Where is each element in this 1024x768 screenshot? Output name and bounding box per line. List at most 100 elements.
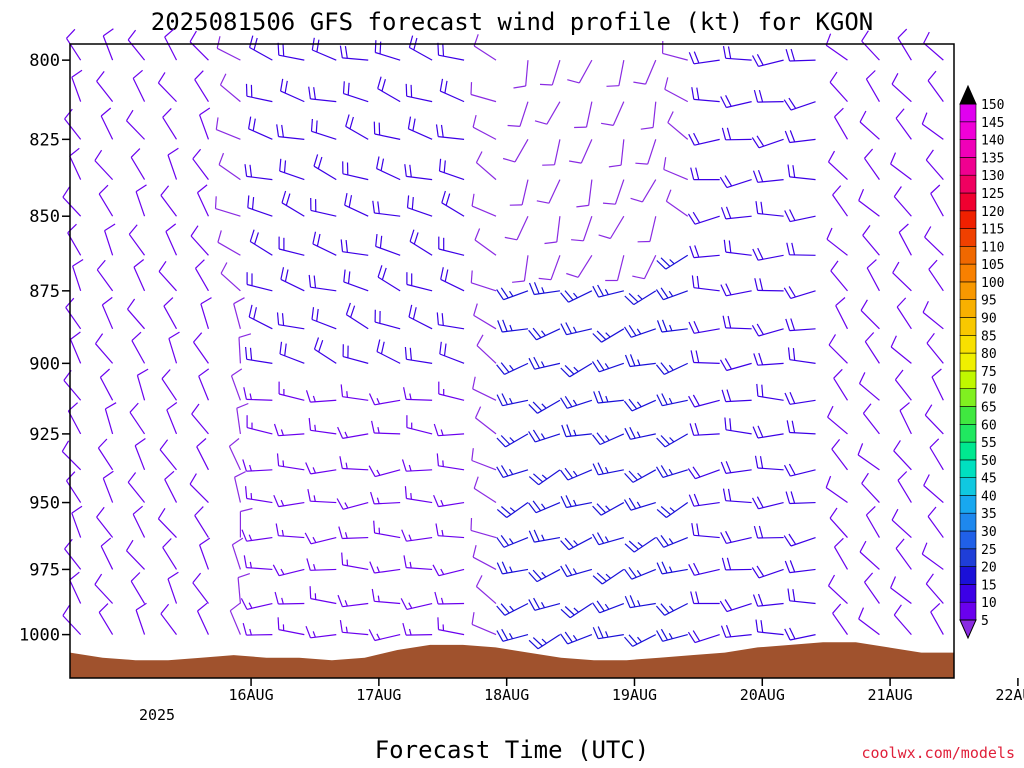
wind-barb [536, 179, 561, 204]
wind-barb [751, 135, 784, 149]
wind-barb [721, 557, 752, 571]
wind-barb [925, 149, 944, 181]
wind-barb [922, 300, 944, 330]
wind-barb [470, 82, 497, 103]
colorbar-label: 65 [981, 401, 997, 416]
wind-barb [339, 620, 369, 636]
wind-barb [100, 537, 114, 570]
wind-barb [406, 195, 433, 217]
wind-barb [273, 423, 305, 437]
colorbar-swatch [959, 423, 977, 443]
wind-barb [720, 461, 752, 474]
wind-barb [237, 573, 250, 604]
wind-barb [691, 523, 720, 539]
wind-barb [865, 70, 880, 102]
wind-barb [592, 284, 624, 298]
wind-barb [752, 169, 784, 183]
wind-barb [127, 29, 146, 61]
wind-barb [95, 333, 114, 364]
wind-barb [434, 591, 465, 605]
wind-barb [721, 127, 752, 141]
wind-barb [244, 164, 273, 181]
wind-barb [624, 537, 657, 553]
wind-barb [231, 537, 244, 570]
wind-barb [438, 236, 465, 256]
colorbar-swatch [959, 334, 977, 354]
wind-barb [435, 124, 465, 140]
wind-barb [720, 283, 752, 297]
wind-barb [432, 564, 465, 577]
wind-barb [496, 362, 529, 375]
wind-barb [373, 520, 401, 539]
wind-barb [371, 588, 401, 605]
wind-barb [404, 346, 433, 364]
colorbar-swatch [959, 388, 977, 407]
wind-barb [97, 438, 114, 471]
wind-barb [218, 152, 241, 181]
wind-barb [71, 505, 83, 538]
wind-barb [249, 229, 273, 256]
wind-barb [608, 139, 625, 168]
wind-barb [751, 565, 784, 579]
wind-barb [542, 139, 561, 166]
colorbar-swatch [959, 548, 977, 567]
wind-barb [528, 469, 561, 486]
wind-barb [474, 406, 497, 435]
wind-barb [667, 111, 689, 140]
wind-barb [63, 370, 82, 401]
wind-barb [630, 179, 657, 203]
wind-barb [69, 147, 82, 180]
y-tick-label: 900 [29, 354, 60, 374]
wind-barb [99, 368, 114, 401]
wind-barb [640, 101, 657, 130]
wind-barb [470, 517, 497, 539]
wind-barb [496, 502, 529, 518]
chart-title: 2025081506 GFS forecast wind profile (kt… [151, 8, 873, 36]
wind-barb [833, 368, 849, 401]
wind-barb [243, 555, 273, 571]
wind-barb [528, 327, 561, 341]
colorbar-label: 55 [981, 436, 997, 451]
wind-barb [243, 387, 273, 401]
colorbar-label: 130 [981, 169, 1004, 184]
wind-barb [402, 622, 433, 636]
wind-barb [341, 552, 369, 571]
wind-barb [277, 617, 305, 636]
wind-barb [784, 130, 816, 144]
colorbar-label: 95 [981, 294, 997, 309]
wind-barb [472, 376, 497, 401]
wind-barb [164, 470, 178, 503]
wind-barb [135, 184, 147, 217]
wind-barb [157, 507, 177, 538]
wind-barb [688, 51, 720, 65]
wind-barb [784, 627, 816, 641]
wind-barb [720, 624, 752, 638]
wind-barb [663, 157, 688, 181]
wind-barb [890, 335, 912, 364]
wind-barb [189, 30, 209, 61]
colorbar-swatch [959, 192, 977, 212]
wind-barb [163, 297, 178, 330]
wind-barb [504, 215, 529, 241]
wind-barb [831, 439, 848, 471]
wind-barb [94, 149, 114, 181]
wind-barb [689, 423, 720, 436]
wind-barb [337, 594, 369, 608]
wind-barb [528, 500, 561, 514]
wind-barb [568, 139, 593, 164]
wind-barb [656, 254, 689, 270]
wind-barb [273, 494, 305, 508]
wind-barb [930, 184, 944, 217]
wind-barb [281, 190, 305, 217]
wind-barb [754, 455, 784, 471]
wind-barb [637, 216, 657, 243]
wind-barb [401, 529, 433, 542]
wind-barb [220, 262, 241, 292]
wind-barb [592, 462, 624, 476]
wind-barb [656, 319, 688, 333]
wind-barb [228, 438, 241, 471]
wind-barb [528, 597, 561, 611]
wind-barb [433, 423, 465, 437]
wind-barb [198, 368, 210, 401]
wind-barb [894, 369, 912, 401]
